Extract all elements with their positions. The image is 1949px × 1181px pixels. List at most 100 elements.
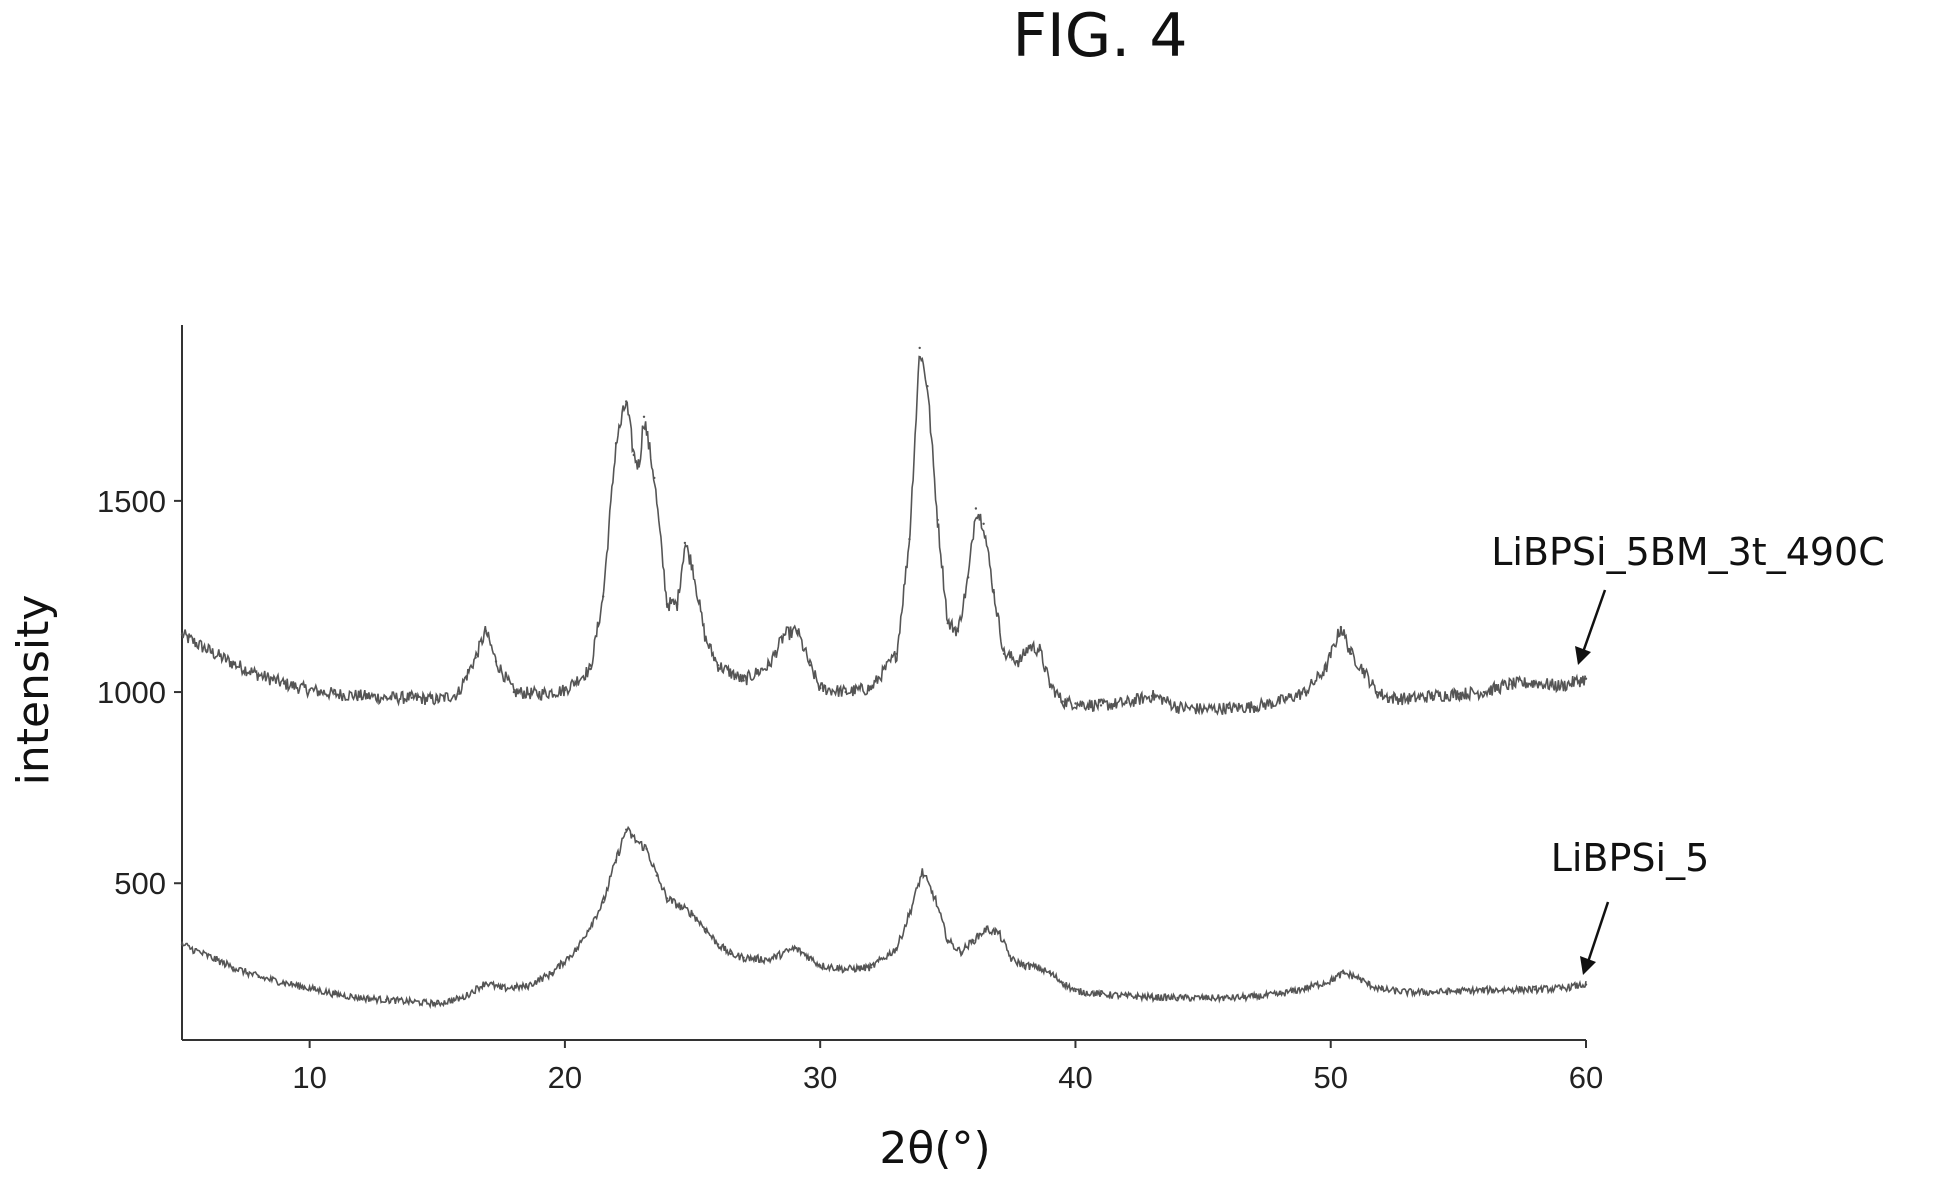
x-tick-label: 20 [548, 1060, 582, 1095]
data-point [538, 693, 540, 695]
data-point [957, 630, 959, 632]
data-point [967, 576, 969, 578]
data-point [1406, 991, 1408, 993]
data-point [334, 993, 336, 995]
data-point [1559, 987, 1561, 989]
data-point [181, 943, 183, 945]
data-point [206, 649, 208, 651]
data-point [283, 682, 285, 684]
data-point [1585, 983, 1587, 985]
data-point [1534, 681, 1536, 683]
data-point [615, 859, 617, 861]
data-point [500, 987, 502, 989]
data-point [495, 660, 497, 662]
data-point [232, 966, 234, 968]
data-point [1036, 966, 1038, 968]
data-point [360, 695, 362, 697]
data-point [635, 840, 637, 842]
data-point [485, 630, 487, 632]
data-point [1125, 702, 1127, 704]
x-tick-label: 60 [1569, 1060, 1603, 1095]
data-point [1074, 990, 1076, 992]
data-point [768, 664, 770, 666]
data-point [1062, 981, 1064, 983]
data-point [794, 947, 796, 949]
data-point [411, 1001, 413, 1003]
figure-label: FIG. 4 [1012, 1, 1187, 71]
data-point [742, 957, 744, 959]
data-point [845, 968, 847, 970]
data-point [1432, 695, 1434, 697]
data-point [783, 634, 785, 636]
data-point [1100, 993, 1102, 995]
data-point [959, 951, 961, 953]
data-point [1363, 670, 1365, 672]
data-point [206, 955, 208, 957]
data-point [656, 874, 658, 876]
y-axis-label: intensity [8, 595, 59, 786]
data-point [257, 976, 259, 978]
series-label-libpsi-5: LiBPSi_5 [1551, 836, 1710, 880]
data-point [768, 959, 770, 961]
data-point [1342, 972, 1344, 974]
data-point [1227, 997, 1229, 999]
data-point [1457, 990, 1459, 992]
data-point [870, 687, 872, 689]
data-point [457, 693, 459, 695]
data-point [704, 637, 706, 639]
data-point [919, 347, 921, 349]
data-point [1125, 995, 1127, 997]
data-point [704, 928, 706, 930]
data-point [1049, 683, 1051, 685]
data-point [1151, 996, 1153, 998]
data-point [615, 442, 617, 444]
data-point [1376, 691, 1378, 693]
data-point [385, 697, 387, 699]
data-point [982, 523, 984, 525]
data-point [691, 565, 693, 567]
data-point [819, 687, 821, 689]
data-point [1368, 983, 1370, 985]
data-point [308, 689, 310, 691]
data-point [684, 542, 686, 544]
data-point [645, 848, 647, 850]
data-point [985, 928, 987, 930]
data-point [998, 932, 1000, 934]
data-point [936, 519, 938, 521]
data-point [845, 691, 847, 693]
data-point [1457, 693, 1459, 695]
x-tick-label: 30 [803, 1060, 837, 1095]
series-label-libpsi-5bm-3t-490c: LiBPSi_5BM_3t_490C [1491, 530, 1885, 574]
data-point [1202, 997, 1204, 999]
data-point [462, 997, 464, 999]
data-point [717, 664, 719, 666]
data-point [577, 947, 579, 949]
data-point [934, 897, 936, 899]
data-point [1340, 626, 1342, 628]
data-point [676, 603, 678, 605]
data-point [975, 507, 977, 509]
data-point [1324, 668, 1326, 670]
series-line [182, 828, 1586, 1007]
data-point [666, 897, 668, 899]
data-point [1176, 706, 1178, 708]
data-point [1253, 996, 1255, 998]
data-point [257, 674, 259, 676]
data-point [1062, 700, 1064, 702]
data-point [1253, 705, 1255, 707]
series-0 [181, 347, 1587, 715]
axes [182, 325, 1586, 1040]
data-point [1039, 649, 1041, 651]
data-point [1508, 683, 1510, 685]
data-point [1304, 987, 1306, 989]
data-point [1227, 707, 1229, 709]
data-point [947, 939, 949, 941]
data-point [972, 939, 974, 941]
data-point [1161, 698, 1163, 700]
data-point [1018, 660, 1020, 662]
y-tick-label: 1500 [97, 484, 166, 519]
series-layer [181, 347, 1587, 1007]
data-point [485, 981, 487, 983]
data-point [1176, 997, 1178, 999]
data-point [896, 947, 898, 949]
